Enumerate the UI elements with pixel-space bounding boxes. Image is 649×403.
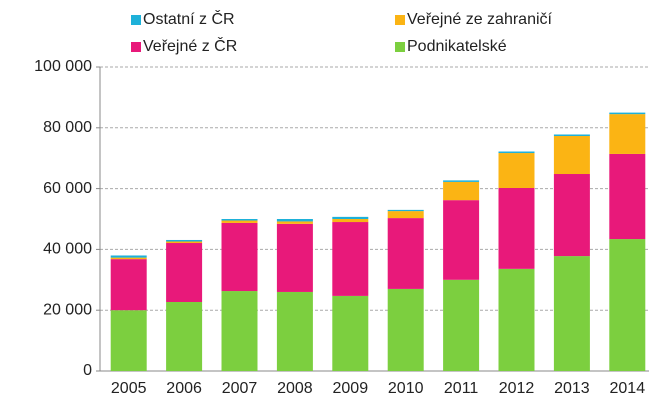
legend-label: Ostatní z ČR <box>143 9 235 28</box>
bar-segment <box>498 268 535 371</box>
bar-segment <box>443 279 480 371</box>
bar-segment <box>498 151 535 154</box>
y-tick-label: 80 000 <box>43 119 92 136</box>
bar-segment <box>609 153 646 240</box>
bar-segment <box>553 174 590 257</box>
bar-segment <box>166 301 203 371</box>
bar-segment <box>609 239 646 371</box>
bar-segment <box>221 291 258 371</box>
y-tick-label: 100 000 <box>34 58 92 75</box>
y-tick-label: 20 000 <box>43 301 92 318</box>
bar-segment <box>166 239 203 242</box>
legend-swatch <box>395 42 405 52</box>
x-tick-label: 2011 <box>444 380 479 397</box>
legend-swatch <box>131 15 141 25</box>
bar-segment <box>553 134 590 137</box>
bar-segment <box>332 295 369 371</box>
x-tick-label: 2014 <box>610 380 646 397</box>
bar-segment <box>553 256 590 371</box>
y-tick-label: 60 000 <box>43 180 92 197</box>
bar-segment <box>221 222 258 292</box>
x-tick-label: 2006 <box>166 380 202 397</box>
bar-segment <box>387 288 424 371</box>
bar-segment <box>498 153 535 188</box>
legend-label: Veřejné ze zahraničí <box>407 11 553 28</box>
bar-segment <box>332 219 369 223</box>
bar-segment <box>387 209 424 212</box>
bar-segment <box>221 219 258 221</box>
legend-label: Veřejné z ČR <box>143 36 237 55</box>
bar-segment <box>110 310 147 371</box>
bar-segment <box>276 219 313 222</box>
x-tick-label: 2008 <box>277 380 313 397</box>
bar-segment <box>553 136 590 175</box>
bar-segment <box>387 218 424 289</box>
bar-segment <box>166 241 203 244</box>
bar-segment <box>110 259 147 311</box>
x-tick-label: 2012 <box>499 380 535 397</box>
bar-segment <box>443 180 480 182</box>
bar-segment <box>443 200 480 280</box>
bar-segment <box>387 211 424 219</box>
bar-segment <box>166 243 203 302</box>
y-tick-label: 40 000 <box>43 241 92 258</box>
bar-segment <box>498 187 535 269</box>
x-tick-label: 2009 <box>333 380 369 397</box>
bar-segment <box>609 112 646 115</box>
bar-segment <box>276 221 313 224</box>
legend-swatch <box>131 42 141 52</box>
bar-segment <box>110 257 147 260</box>
y-tick-label: 0 <box>83 362 92 379</box>
bar-segment <box>332 216 369 219</box>
x-tick-label: 2013 <box>554 380 590 397</box>
legend-label: Podnikatelské <box>407 38 507 55</box>
x-tick-label: 2010 <box>388 380 424 397</box>
bar-segment <box>609 114 646 154</box>
bar-segment <box>276 291 313 371</box>
legend-swatch <box>395 15 405 25</box>
x-tick-label: 2007 <box>222 380 258 397</box>
bar-segment <box>110 255 147 258</box>
x-tick-label: 2005 <box>111 380 147 397</box>
bar-segment <box>221 220 258 223</box>
bar-segment <box>443 181 480 201</box>
bar-segment <box>332 222 369 296</box>
bar-segment <box>276 223 313 292</box>
